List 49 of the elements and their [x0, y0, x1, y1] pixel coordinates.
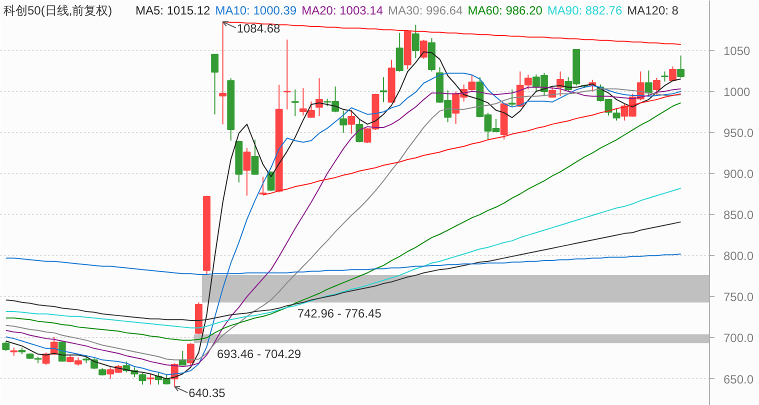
y-tick-label: 950.0	[724, 126, 754, 140]
candlestick	[146, 373, 154, 386]
candlestick	[259, 176, 267, 196]
candlestick	[211, 54, 219, 115]
candlestick	[42, 352, 50, 366]
candlestick	[356, 119, 364, 143]
candlestick	[251, 139, 259, 176]
candlestick	[348, 109, 356, 134]
candlestick	[677, 55, 685, 78]
candlestick	[283, 39, 291, 110]
candlestick	[340, 110, 348, 134]
line-series	[5, 188, 682, 328]
band-label: 742.96 - 776.45	[297, 306, 382, 320]
band-label: 693.46 - 704.29	[216, 347, 302, 362]
candlestick	[661, 70, 668, 82]
line-series	[5, 221, 682, 321]
candlestick	[291, 88, 299, 117]
candlestick	[644, 70, 652, 97]
candlestick	[652, 77, 660, 96]
chart-title: 科创50(日线,前复权)	[4, 4, 112, 18]
y-tick-label: 1000	[724, 84, 751, 99]
y-tick-label: 850.0	[724, 208, 754, 222]
text: MA60: 986.20	[468, 4, 543, 18]
y-tick-label: 1050	[724, 44, 751, 58]
text: MA30: 996.64	[388, 4, 464, 18]
text: MA10: 1000.39	[215, 4, 297, 18]
candlestick	[412, 24, 420, 59]
candlestick	[508, 88, 516, 108]
annotation: 1084.68	[236, 21, 281, 36]
text: MA5: 1015.12	[136, 4, 211, 18]
text: MA90: 882.76	[547, 4, 622, 18]
y-tick-label: 800.0	[724, 249, 754, 264]
y-tick-label: 750.0	[724, 290, 754, 304]
candlestick	[2, 340, 10, 352]
candlestick	[612, 108, 620, 122]
text: MA20: 1003.14	[302, 4, 384, 18]
candlestick	[243, 148, 251, 196]
y-tick-label: 700.0	[724, 331, 754, 346]
text: MA120: 8	[627, 4, 679, 18]
y-tick-label: 650.0	[724, 372, 754, 386]
annotation: 640.35	[188, 386, 226, 400]
line-series	[222, 21, 682, 46]
candlestick	[396, 32, 404, 72]
candlestick	[186, 342, 194, 366]
candlestick	[380, 76, 388, 103]
candlestick	[219, 21, 227, 125]
candlestick	[669, 66, 676, 82]
y-tick-label: 900.0	[724, 166, 754, 181]
candlestick	[420, 39, 428, 60]
